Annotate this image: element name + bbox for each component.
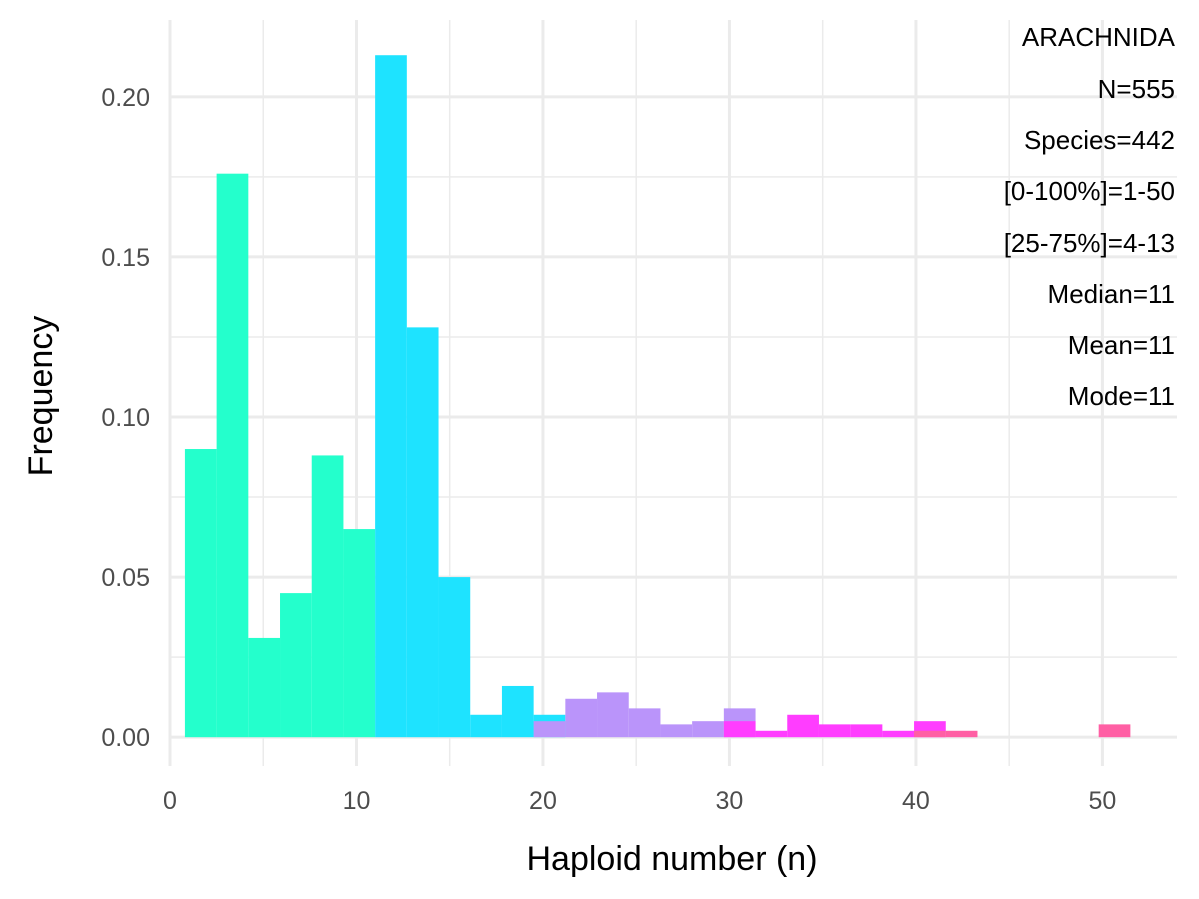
- histogram-bars: [184, 55, 1131, 738]
- y-tick-label: 0.00: [101, 724, 150, 752]
- histogram-bar: [755, 730, 788, 738]
- annotation-taxon: ARACHNIDA: [1022, 22, 1176, 52]
- stats-annotations: ARACHNIDA N=555 Species=442 [0-100%]=1-5…: [1004, 22, 1176, 411]
- y-tick-label: 0.15: [101, 244, 150, 272]
- annotation-iqr: [25-75%]=4-13: [1004, 228, 1175, 258]
- x-tick-label: 10: [343, 787, 371, 815]
- histogram-bar: [914, 730, 946, 738]
- x-axis-title: Haploid number (n): [526, 840, 817, 878]
- histogram-bar: [248, 637, 281, 738]
- histogram-bar: [850, 724, 883, 738]
- annotation-range: [0-100%]=1-50: [1004, 176, 1175, 206]
- histogram-bar: [184, 449, 217, 738]
- histogram-bar: [565, 698, 598, 738]
- histogram-bar: [501, 685, 534, 738]
- histogram-bar: [1098, 724, 1131, 738]
- histogram-bar: [216, 173, 249, 738]
- histogram-bar: [438, 577, 471, 738]
- y-tick-label: 0.05: [101, 564, 150, 592]
- histogram-bar: [818, 724, 851, 738]
- annotation-n: N=555: [1098, 74, 1175, 104]
- y-axis-title: Frequency: [22, 316, 60, 477]
- annotation-species: Species=442: [1024, 125, 1175, 155]
- annotation-mean: Mean=11: [1068, 330, 1175, 360]
- histogram-bar: [628, 708, 661, 738]
- y-axis-tick-labels: 0.00 0.05 0.10 0.15 0.20: [101, 84, 150, 752]
- histogram-bar: [787, 714, 819, 738]
- annotation-mode: Mode=11: [1068, 381, 1175, 411]
- x-tick-label: 30: [716, 787, 744, 815]
- y-tick-label: 0.20: [101, 84, 150, 112]
- histogram-bar: [406, 327, 439, 738]
- x-tick-label: 0: [163, 787, 177, 815]
- annotation-median: Median=11: [1048, 279, 1175, 309]
- histogram-bar: [692, 721, 724, 738]
- x-tick-label: 40: [902, 787, 930, 815]
- histogram-bar: [723, 721, 756, 738]
- x-axis-tick-labels: 0 10 20 30 40 50: [163, 787, 1116, 815]
- histogram-bar: [280, 593, 312, 738]
- x-tick-label: 50: [1089, 787, 1117, 815]
- y-tick-label: 0.10: [101, 404, 150, 432]
- histogram-bar: [533, 721, 566, 738]
- histogram-bar: [343, 529, 376, 738]
- histogram-bar: [470, 714, 502, 738]
- histogram-bar: [597, 692, 629, 738]
- histogram-bar: [660, 724, 693, 738]
- histogram-bar: [882, 730, 915, 738]
- x-tick-label: 20: [529, 787, 557, 815]
- histogram-bar: [375, 55, 407, 738]
- histogram-bar: [311, 455, 344, 738]
- histogram-bar: [945, 730, 978, 738]
